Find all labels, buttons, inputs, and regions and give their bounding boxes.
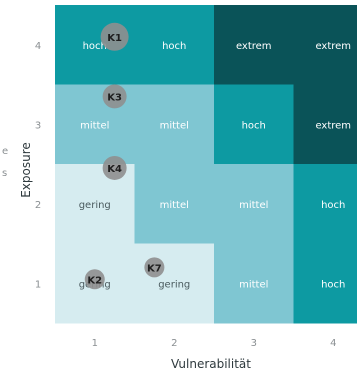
marker-k3: K3 xyxy=(102,84,127,109)
cell-label-4-2: hoch xyxy=(162,41,186,52)
y-axis-title: Exposure xyxy=(19,142,33,198)
marker-label-k2: K2 xyxy=(87,275,102,286)
side-fragment-line-1: e xyxy=(2,146,8,157)
x-tick-1: 1 xyxy=(92,338,98,349)
cell-label-1-3: mittel xyxy=(239,279,268,290)
marker-k4: K4 xyxy=(102,155,127,180)
marker-circle-k1 xyxy=(100,22,129,51)
cell-label-3-1: mittel xyxy=(80,120,109,131)
marker-k1: K1 xyxy=(100,22,129,51)
y-tick-2: 2 xyxy=(35,200,41,211)
cell-label-4-3: extrem xyxy=(236,41,272,52)
marker-k2: K2 xyxy=(84,269,105,290)
cell-2-3 xyxy=(214,164,294,244)
cell-label-3-2: mittel xyxy=(160,120,189,131)
cell-2-4 xyxy=(293,164,357,244)
cell-4-2 xyxy=(134,5,215,85)
cell-4-3 xyxy=(214,5,294,85)
cell-label-4-1: hoch xyxy=(83,41,107,52)
risk-markers: K1 K3 K4 K2 K7 xyxy=(84,22,165,290)
x-tick-3: 3 xyxy=(251,338,257,349)
cell-3-3 xyxy=(214,84,294,165)
x-tick-4: 4 xyxy=(330,338,336,349)
cell-4-4 xyxy=(293,5,357,85)
cell-label-2-2: mittel xyxy=(160,200,189,211)
marker-label-k1: K1 xyxy=(107,33,122,44)
cell-1-4 xyxy=(293,243,357,324)
cell-3-2 xyxy=(134,84,215,165)
marker-circle-k4 xyxy=(102,155,127,180)
y-tick-4: 4 xyxy=(35,41,41,52)
y-tick-3: 3 xyxy=(35,120,41,131)
y-axis-ticks: 4 3 2 1 xyxy=(35,41,41,291)
cell-label-2-1: gering xyxy=(79,200,111,211)
marker-circle-k7 xyxy=(144,257,165,278)
cell-label-4-4: extrem xyxy=(315,41,351,52)
cell-label-3-3: hoch xyxy=(242,120,266,131)
cell-1-3 xyxy=(214,243,294,324)
cell-1-2 xyxy=(134,243,215,324)
cell-2-2 xyxy=(134,164,215,244)
x-axis-ticks: 1 2 3 4 xyxy=(92,338,337,349)
cell-label-2-4: hoch xyxy=(321,200,345,211)
y-tick-1: 1 xyxy=(35,279,41,290)
side-fragment-line-2: s xyxy=(2,168,7,179)
marker-circle-k3 xyxy=(102,84,127,109)
cell-3-4 xyxy=(293,84,357,165)
marker-label-k3: K3 xyxy=(107,92,122,103)
marker-k7: K7 xyxy=(144,257,165,278)
x-axis-title: Vulnerabilität xyxy=(171,357,251,371)
cell-label-1-2: gering xyxy=(158,279,190,290)
x-tick-2: 2 xyxy=(171,338,177,349)
cell-label-3-4: extrem xyxy=(315,120,351,131)
marker-label-k4: K4 xyxy=(107,164,122,175)
cell-label-2-3: mittel xyxy=(239,200,268,211)
cell-label-1-4: hoch xyxy=(321,279,345,290)
marker-circle-k2 xyxy=(84,269,105,290)
matrix-cells xyxy=(55,5,357,324)
marker-label-k7: K7 xyxy=(147,263,162,274)
